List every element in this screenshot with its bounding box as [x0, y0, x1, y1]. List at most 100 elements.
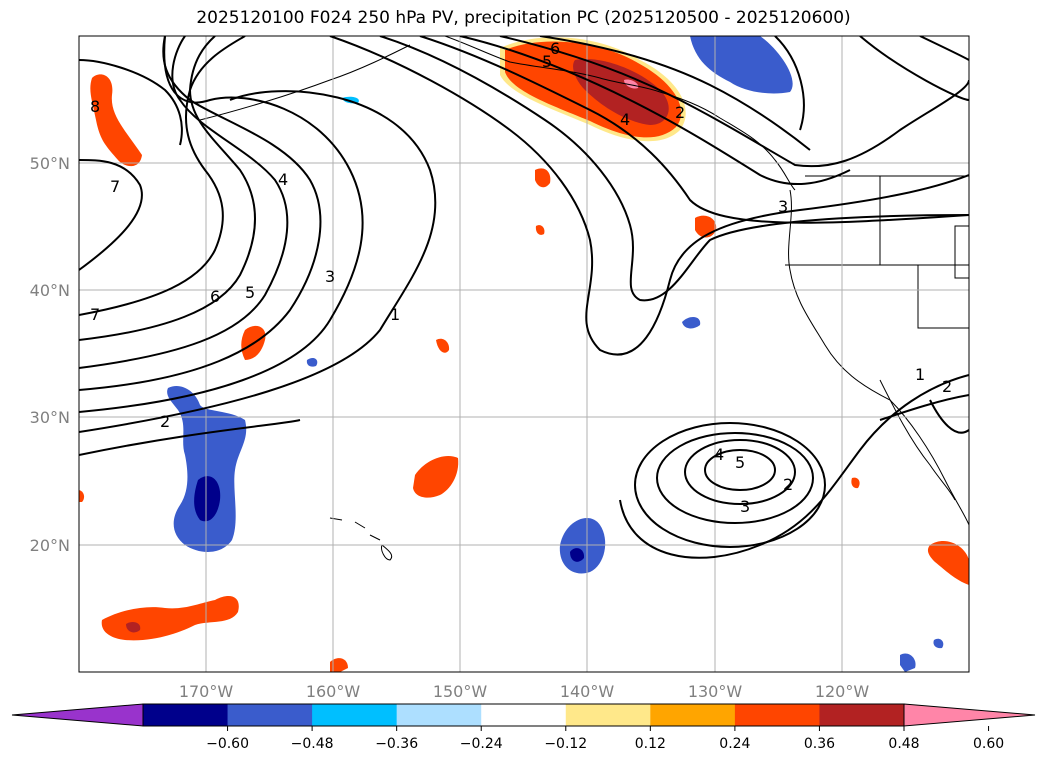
pv-contour-line	[79, 36, 289, 369]
lon-label: 140°W	[560, 682, 615, 701]
pv-contour-line	[919, 36, 969, 61]
pv-contour-line	[79, 59, 183, 146]
precip-positive-region	[330, 658, 348, 672]
pv-contour-line	[79, 159, 143, 271]
colorbar-tick-label: −0.36	[375, 736, 418, 752]
latitude-labels: 50°N 40°N 30°N 20°N	[30, 154, 70, 555]
lon-label: 150°W	[433, 682, 488, 701]
contour-label: 2	[160, 412, 170, 431]
colorbar-cells	[143, 704, 905, 726]
precip-negative-region	[933, 638, 944, 649]
precip-positive-region	[413, 455, 459, 498]
contour-label: 3	[778, 197, 788, 216]
precip-negative-region	[570, 548, 585, 562]
precip-negative-region	[167, 385, 247, 552]
north-america-west-coast	[788, 189, 969, 526]
colorbar-cell	[312, 704, 398, 726]
pv-contour-line	[419, 36, 969, 224]
pv-contour-line	[774, 36, 805, 131]
pv-contour-line	[929, 399, 969, 434]
contour-label: 4	[714, 445, 724, 464]
contour-label: 5	[245, 283, 255, 302]
pv-contour-line	[684, 439, 796, 505]
colorbar-extend-right	[903, 703, 1036, 727]
colorbar-ticks: −0.60 −0.48 −0.36 −0.24 −0.12 0.12 0.24 0.36 0.4…	[206, 726, 1004, 752]
pv-contour-line	[619, 374, 969, 559]
pv-contours	[79, 36, 969, 559]
pv-contour-line	[79, 90, 437, 433]
pv-contour-line	[79, 419, 301, 456]
precip-positive-region	[624, 79, 639, 89]
contour-label: 1	[915, 365, 925, 384]
lon-label: 170°W	[179, 682, 234, 701]
colorbar-frame	[142, 703, 905, 727]
pv-contour-line	[656, 432, 814, 524]
pv-contour-line	[459, 36, 851, 186]
contour-label: 4	[620, 110, 630, 129]
colorbar-tick-label: 0.48	[888, 736, 919, 752]
colorbar-cell	[481, 704, 567, 726]
lat-label: 20°N	[30, 536, 70, 555]
colorbar-tick-label: −0.48	[291, 736, 334, 752]
precip-positive-region	[90, 74, 142, 167]
lon-label: 160°W	[306, 682, 361, 701]
colorbar-cell	[819, 704, 905, 726]
colorbar-tick-label: −0.60	[206, 736, 249, 752]
contour-label: 7	[90, 305, 100, 324]
map-title: 2025120100 F024 250 hPa PV, precipitatio…	[196, 8, 851, 28]
pv-contour-line	[379, 36, 969, 302]
pv-contour-line	[634, 422, 826, 548]
alaska-coastline	[444, 36, 796, 191]
colorbar-cell	[734, 704, 820, 726]
precip-positive-region	[126, 622, 141, 633]
colorbar-extend-left	[11, 703, 144, 727]
hawaii-islands	[329, 517, 393, 561]
pv-contour-line	[879, 394, 969, 421]
contour-label: 2	[675, 103, 685, 122]
precip-positive-region	[851, 477, 860, 489]
colorbar-cell	[565, 704, 651, 726]
colorbar-cell	[227, 704, 313, 726]
colorbar-cell	[650, 704, 736, 726]
colorbar-tick-label: 0.36	[804, 736, 835, 752]
lat-label: 50°N	[30, 154, 70, 173]
contour-label: 6	[550, 39, 560, 58]
pv-contour-line	[499, 36, 969, 168]
pv-contour-line	[329, 36, 969, 356]
contour-label: 4	[278, 170, 288, 189]
colorbar-tick-label: 0.12	[635, 736, 666, 752]
precip-negative-region	[690, 36, 793, 94]
colorbar-tick-label: −0.12	[544, 736, 587, 752]
colorbar-cell	[143, 704, 229, 726]
contour-label: 5	[735, 453, 745, 472]
contour-label: 2	[942, 377, 952, 396]
plot-frame	[78, 35, 970, 673]
pv-contour-line	[539, 36, 811, 151]
baja-california	[879, 379, 956, 501]
gridlines	[79, 36, 969, 672]
lat-label: 30°N	[30, 408, 70, 427]
precip-positive-region	[927, 540, 969, 585]
colorbar-cell	[396, 704, 482, 726]
precip-positive-region	[535, 168, 551, 188]
lon-label: 130°W	[688, 682, 743, 701]
contour-label: 7	[110, 177, 120, 196]
precip-negative-region	[900, 653, 916, 672]
lon-label: 120°W	[815, 682, 870, 701]
contour-labels: 6 5 4 2 8 7 4 3 6 5 7 1 2 3 1 2 4 5 3 2	[90, 39, 952, 516]
colorbar-tick-label: −0.24	[460, 736, 503, 752]
pv-contour-line	[79, 36, 364, 413]
contour-label: 6	[210, 287, 220, 306]
longitude-labels: 170°W 160°W 150°W 140°W 130°W 120°W	[179, 682, 870, 701]
pv-contour-line	[79, 36, 246, 316]
precip-positive-region	[436, 338, 450, 353]
precip-negative-region	[559, 517, 606, 574]
contour-label: 1	[390, 305, 400, 324]
lat-label: 40°N	[30, 281, 70, 300]
precip-negative-region	[682, 316, 701, 329]
precip-positive-region	[79, 490, 85, 502]
contour-label: 3	[740, 497, 750, 516]
contour-label: 5	[542, 52, 552, 71]
precip-negative-region	[306, 357, 318, 367]
